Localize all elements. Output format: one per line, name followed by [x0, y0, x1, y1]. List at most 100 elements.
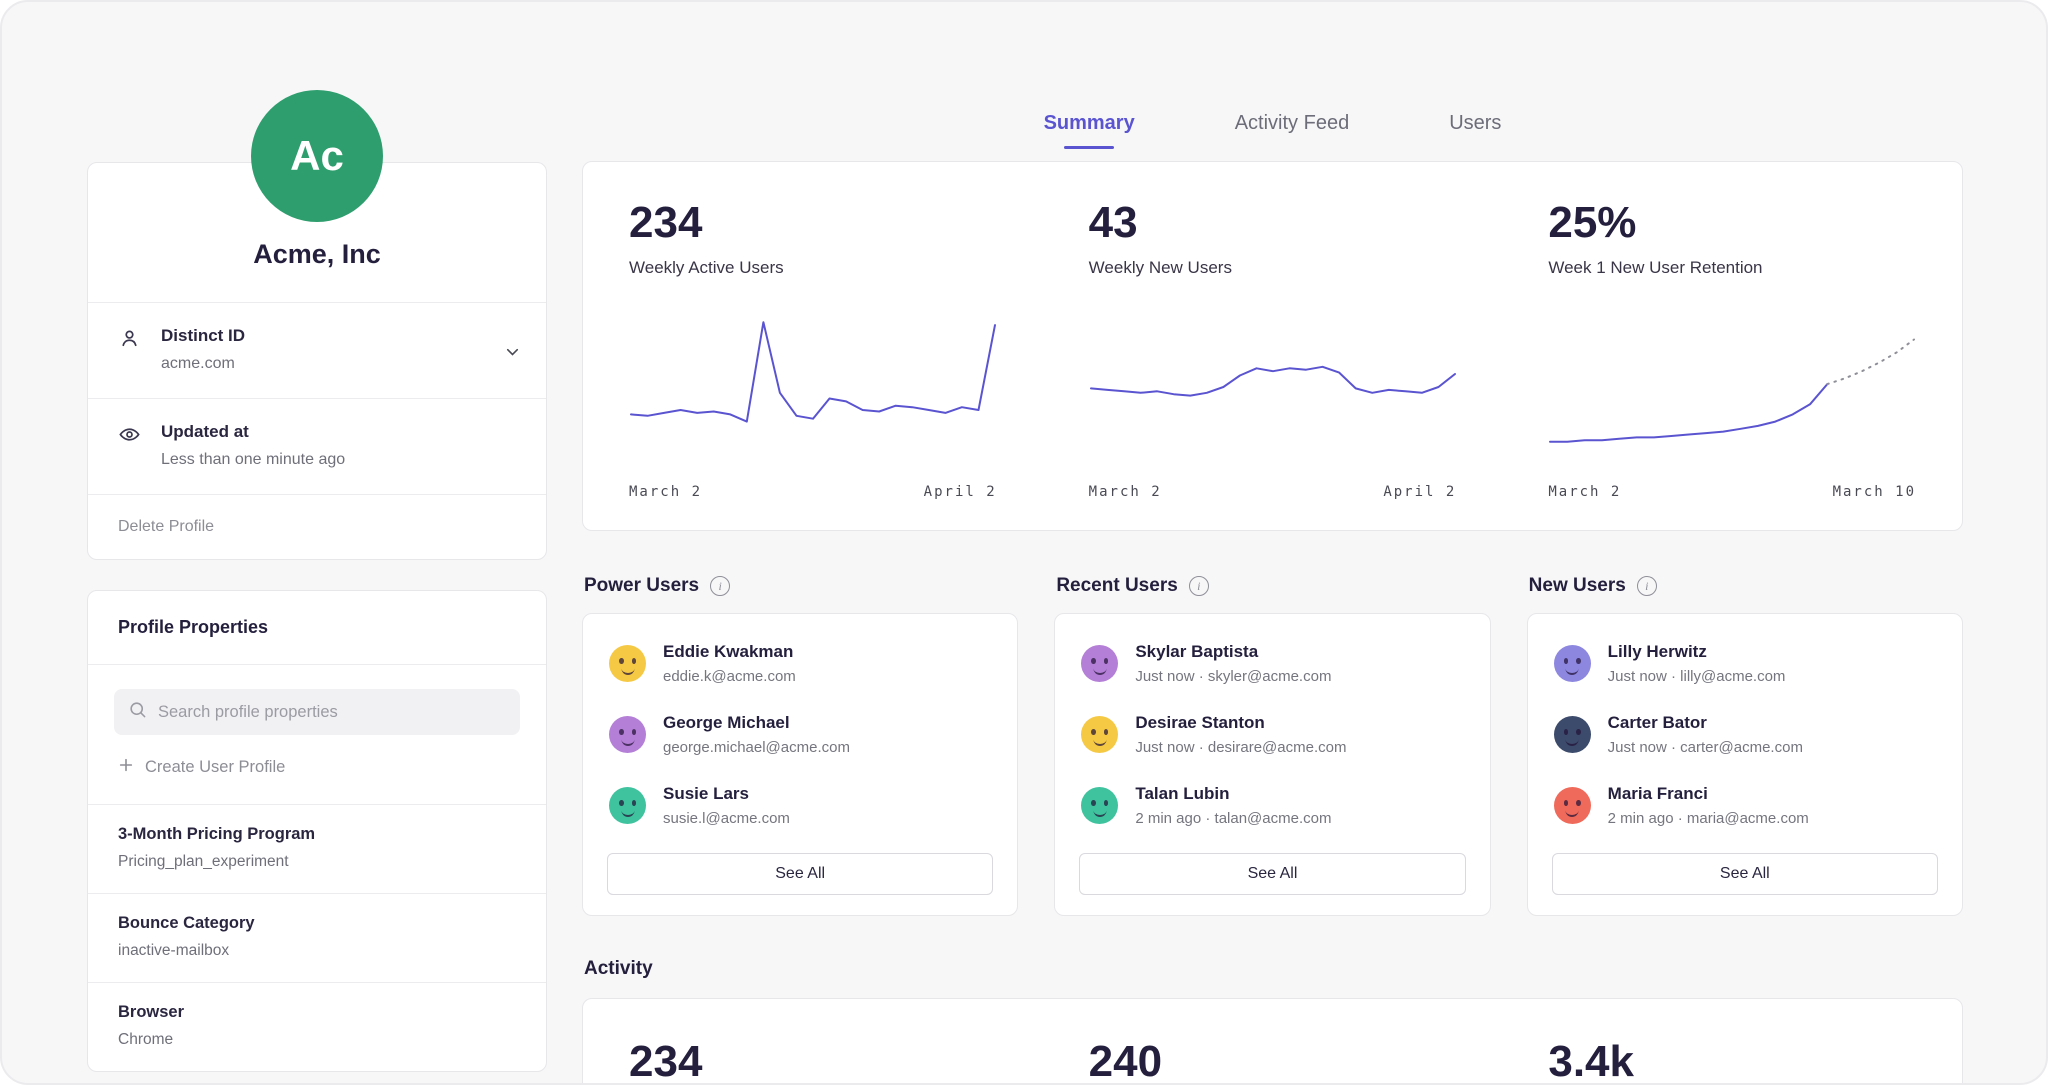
- user-name: Talan Lubin: [1135, 784, 1331, 804]
- eye-icon: [118, 422, 144, 469]
- power-users-card: Eddie Kwakman eddie.k@acme.com George Mi…: [582, 613, 1018, 916]
- stat-value: 240: [1089, 1037, 1457, 1085]
- profile-properties-title: Profile Properties: [88, 591, 546, 664]
- property-value: Chrome: [118, 1031, 516, 1049]
- chevron-down-icon[interactable]: [503, 342, 522, 366]
- section-new-users: New Users Lilly Herwitz Just now · lilly…: [1527, 575, 1963, 916]
- x-axis-right: March 10: [1833, 484, 1916, 500]
- stat-weekly-active-users: 234 Weekly Active Users March 2 April 2: [583, 198, 1043, 500]
- activity-stats-card: 234 240 3.4k: [582, 998, 1963, 1085]
- user-name: Skylar Baptista: [1135, 642, 1331, 662]
- main-content: Summary Activity Feed Users 234 Weekly A…: [582, 2, 1963, 1085]
- distinct-id-row[interactable]: Distinct ID acme.com: [88, 303, 546, 398]
- updated-at-label: Updated at: [161, 422, 345, 442]
- property-label: Bounce Category: [118, 914, 516, 933]
- stat-value: 25%: [1548, 198, 1916, 248]
- stat-weekly-new-users: 43 Weekly New Users March 2 April 2: [1043, 198, 1503, 500]
- property-label: 3-Month Pricing Program: [118, 825, 516, 844]
- search-icon: [128, 700, 147, 724]
- sparkline-chart: [1089, 312, 1457, 462]
- info-icon[interactable]: [1189, 576, 1209, 596]
- user-name: Lilly Herwitz: [1608, 642, 1786, 662]
- x-axis-right: April 2: [924, 484, 997, 500]
- user-row[interactable]: Carter Bator Just now · carter@acme.com: [1528, 699, 1962, 770]
- company-avatar: Ac: [251, 90, 383, 222]
- user-name: Maria Franci: [1608, 784, 1809, 804]
- tab-activity-feed[interactable]: Activity Feed: [1235, 112, 1349, 149]
- distinct-id-value: acme.com: [161, 355, 245, 373]
- see-all-button[interactable]: See All: [1552, 853, 1938, 895]
- plus-icon: [118, 757, 134, 778]
- user-row[interactable]: George Michael george.michael@acme.com: [583, 699, 1017, 770]
- profile-properties-card: Profile Properties Create User Profile 3…: [87, 590, 547, 1072]
- user-avatar: [609, 645, 646, 682]
- user-meta: Just now · skyler@acme.com: [1135, 668, 1331, 685]
- user-row[interactable]: Eddie Kwakman eddie.k@acme.com: [583, 628, 1017, 699]
- user-name: Eddie Kwakman: [663, 642, 796, 662]
- section-title: New Users: [1529, 575, 1626, 597]
- info-icon[interactable]: [1637, 576, 1657, 596]
- section-title: Recent Users: [1056, 575, 1177, 597]
- property-row-browser[interactable]: Browser Chrome: [88, 982, 546, 1071]
- user-avatar: [609, 716, 646, 753]
- user-meta: Just now · carter@acme.com: [1608, 739, 1803, 756]
- stat-value: 234: [629, 1037, 997, 1085]
- new-users-card: Lilly Herwitz Just now · lilly@acme.com …: [1527, 613, 1963, 916]
- see-all-button[interactable]: See All: [1079, 853, 1465, 895]
- stat-label: Weekly Active Users: [629, 258, 997, 278]
- user-row[interactable]: Maria Franci 2 min ago · maria@acme.com: [1528, 770, 1962, 841]
- stat-label: Weekly New Users: [1089, 258, 1457, 278]
- tab-bar: Summary Activity Feed Users: [582, 112, 1963, 149]
- activity-stat: 234: [583, 1037, 1043, 1085]
- x-axis: March 2 April 2: [629, 484, 997, 500]
- info-icon[interactable]: [710, 576, 730, 596]
- x-axis: March 2 March 10: [1548, 484, 1916, 500]
- user-name: Susie Lars: [663, 784, 790, 804]
- search-input[interactable]: [158, 703, 506, 722]
- activity-title: Activity: [584, 958, 1963, 980]
- user-name: George Michael: [663, 713, 850, 733]
- sparkline-chart: [1548, 312, 1916, 462]
- user-sections: Power Users Eddie Kwakman eddie.k@acme.c…: [582, 575, 1963, 916]
- user-row[interactable]: Susie Lars susie.l@acme.com: [583, 770, 1017, 841]
- create-user-profile-label: Create User Profile: [145, 758, 285, 777]
- user-avatar: [1081, 787, 1118, 824]
- create-user-profile-button[interactable]: Create User Profile: [88, 735, 546, 804]
- divider: [88, 664, 546, 665]
- user-avatar: [609, 787, 646, 824]
- property-row-bounce-category[interactable]: Bounce Category inactive-mailbox: [88, 893, 546, 982]
- user-meta: Just now · lilly@acme.com: [1608, 668, 1786, 685]
- stat-value: 3.4k: [1548, 1037, 1916, 1085]
- user-row[interactable]: Skylar Baptista Just now · skyler@acme.c…: [1055, 628, 1489, 699]
- user-row[interactable]: Talan Lubin 2 min ago · talan@acme.com: [1055, 770, 1489, 841]
- x-axis-left: March 2: [1548, 484, 1621, 500]
- x-axis-left: March 2: [629, 484, 702, 500]
- app-window: Ac Acme, Inc Distinct ID acme.com: [0, 0, 2048, 1085]
- delete-profile-button[interactable]: Delete Profile: [88, 495, 546, 559]
- user-meta: susie.l@acme.com: [663, 810, 790, 827]
- sparkline-chart: [629, 312, 997, 462]
- property-value: inactive-mailbox: [118, 942, 516, 960]
- profile-properties-search[interactable]: [114, 689, 520, 735]
- user-avatar: [1554, 787, 1591, 824]
- stat-value: 234: [629, 198, 997, 248]
- property-label: Browser: [118, 1003, 516, 1022]
- section-title: Power Users: [584, 575, 699, 597]
- section-header: Power Users: [584, 575, 1018, 597]
- activity-stat: 3.4k: [1502, 1037, 1962, 1085]
- property-value: Pricing_plan_experiment: [118, 853, 516, 871]
- summary-stats-card: 234 Weekly Active Users March 2 April 2 …: [582, 161, 1963, 531]
- section-recent-users: Recent Users Skylar Baptista Just now · …: [1054, 575, 1490, 916]
- user-meta: Just now · desirare@acme.com: [1135, 739, 1346, 756]
- section-power-users: Power Users Eddie Kwakman eddie.k@acme.c…: [582, 575, 1018, 916]
- property-row-pricing-program[interactable]: 3-Month Pricing Program Pricing_plan_exp…: [88, 804, 546, 893]
- person-icon: [118, 326, 144, 373]
- tab-users[interactable]: Users: [1449, 112, 1501, 149]
- tab-summary[interactable]: Summary: [1044, 112, 1135, 149]
- user-avatar: [1081, 645, 1118, 682]
- see-all-button[interactable]: See All: [607, 853, 993, 895]
- section-header: Recent Users: [1056, 575, 1490, 597]
- user-row[interactable]: Lilly Herwitz Just now · lilly@acme.com: [1528, 628, 1962, 699]
- user-row[interactable]: Desirae Stanton Just now · desirare@acme…: [1055, 699, 1489, 770]
- stat-label: Week 1 New User Retention: [1548, 258, 1916, 278]
